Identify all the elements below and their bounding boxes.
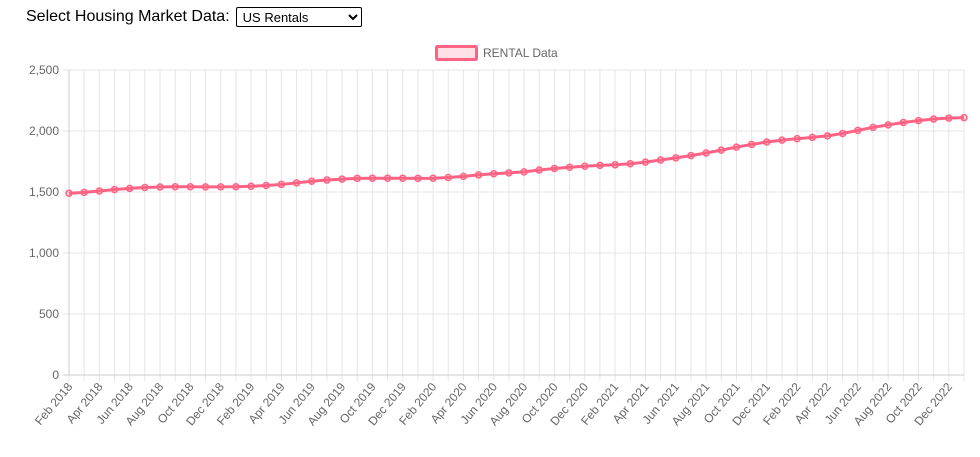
dataset-selector: Select Housing Market Data: US Rentals: [26, 7, 362, 27]
y-tick-label: 2,000: [29, 124, 59, 138]
data-point[interactable]: [156, 183, 164, 191]
data-point[interactable]: [262, 181, 270, 190]
data-point[interactable]: [641, 158, 650, 166]
data-point[interactable]: [763, 138, 771, 146]
data-point[interactable]: [141, 183, 149, 192]
data-point[interactable]: [414, 174, 422, 183]
data-point[interactable]: [929, 115, 938, 123]
y-tick-label: 1,000: [29, 246, 59, 260]
data-point[interactable]: [596, 161, 604, 170]
y-tick-label: 500: [39, 307, 59, 321]
data-point[interactable]: [201, 183, 210, 191]
data-point[interactable]: [838, 129, 847, 138]
data-point[interactable]: [672, 154, 680, 162]
legend-swatch[interactable]: [435, 45, 478, 61]
data-point[interactable]: [459, 172, 468, 181]
data-point[interactable]: [125, 184, 134, 193]
data-point[interactable]: [869, 123, 877, 132]
data-point[interactable]: [232, 183, 240, 191]
data-point[interactable]: [110, 185, 119, 194]
data-point[interactable]: [656, 156, 665, 164]
data-point[interactable]: [884, 121, 892, 129]
data-point[interactable]: [793, 134, 801, 143]
data-point[interactable]: [717, 146, 726, 154]
legend-label[interactable]: RENTAL Data: [483, 46, 558, 60]
data-point[interactable]: [535, 166, 544, 174]
data-point[interactable]: [611, 161, 619, 169]
data-point[interactable]: [808, 133, 817, 142]
chart-legend[interactable]: RENTAL Data: [435, 45, 559, 61]
data-point[interactable]: [945, 114, 953, 122]
data-point[interactable]: [398, 174, 407, 182]
y-tick-label: 0: [52, 368, 59, 382]
data-point[interactable]: [80, 188, 88, 197]
data-point[interactable]: [95, 187, 104, 195]
data-point[interactable]: [732, 143, 741, 151]
data-point[interactable]: [747, 140, 756, 149]
data-point[interactable]: [505, 169, 513, 177]
data-point[interactable]: [247, 182, 255, 191]
data-point[interactable]: [216, 183, 225, 191]
series-line-rental: [68, 116, 965, 195]
series-points: [65, 113, 968, 197]
data-point[interactable]: [292, 179, 301, 187]
chart-grid: [63, 69, 965, 381]
data-point[interactable]: [960, 113, 968, 122]
dataset-selector-label: Select Housing Market Data:: [26, 8, 230, 25]
data-point[interactable]: [353, 174, 361, 183]
data-point[interactable]: [565, 163, 574, 171]
data-point[interactable]: [444, 173, 452, 182]
data-point[interactable]: [899, 118, 908, 127]
dataset-select[interactable]: US Rentals: [235, 7, 362, 27]
data-point[interactable]: [474, 171, 483, 179]
data-point[interactable]: [65, 189, 73, 197]
data-point[interactable]: [277, 180, 286, 189]
data-point[interactable]: [823, 132, 832, 140]
data-point[interactable]: [687, 151, 695, 160]
data-point[interactable]: [581, 162, 589, 171]
data-point[interactable]: [626, 159, 635, 168]
data-point[interactable]: [307, 177, 316, 186]
data-point[interactable]: [914, 116, 923, 125]
data-point[interactable]: [854, 126, 862, 135]
data-point[interactable]: [489, 169, 498, 178]
data-point[interactable]: [186, 183, 195, 191]
data-point[interactable]: [383, 174, 392, 182]
data-point[interactable]: [429, 174, 437, 182]
data-point[interactable]: [338, 175, 346, 183]
y-tick-label: 1,500: [29, 185, 59, 199]
data-point[interactable]: [520, 168, 528, 176]
data-point[interactable]: [171, 183, 179, 191]
data-point[interactable]: [778, 136, 786, 144]
data-point[interactable]: [550, 164, 559, 173]
data-point[interactable]: [702, 149, 710, 157]
y-tick-label: 2,500: [29, 63, 59, 77]
data-point[interactable]: [323, 176, 331, 184]
data-point[interactable]: [368, 174, 377, 182]
